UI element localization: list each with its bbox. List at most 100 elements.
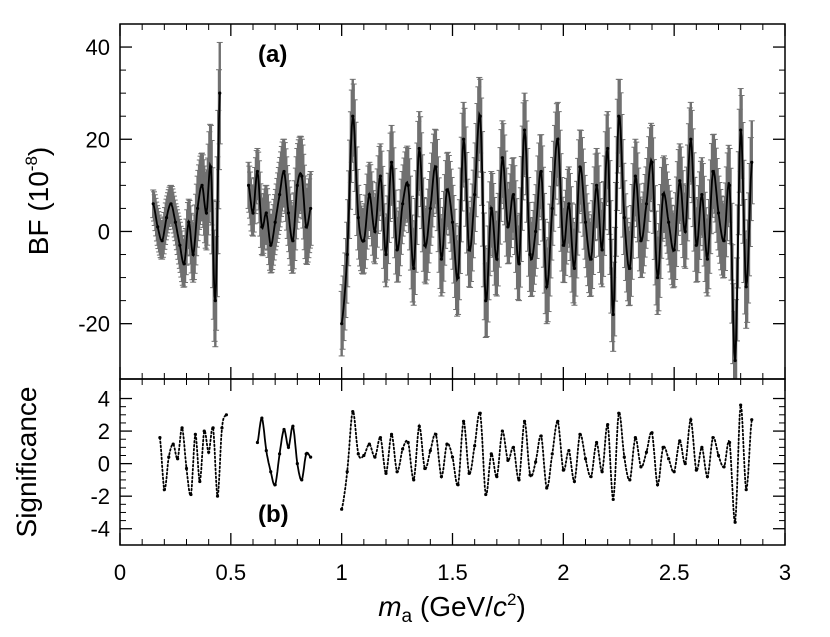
panel-a-y-axis-title: BF (10-8) xyxy=(22,147,54,255)
data-point xyxy=(739,403,743,407)
data-point xyxy=(461,137,466,141)
x-tick-label: 0 xyxy=(114,560,126,585)
data-point xyxy=(484,492,488,497)
data-point xyxy=(255,440,260,445)
data-point xyxy=(600,470,604,474)
data-point xyxy=(309,206,313,211)
panel-a-bf-plot: (a) BF (10-8) -20 0 20 40 xyxy=(22,23,786,380)
data-point xyxy=(362,453,366,458)
data-point xyxy=(611,497,615,502)
data-point xyxy=(395,248,399,252)
data-point xyxy=(362,239,366,243)
data-point xyxy=(162,488,166,492)
data-point xyxy=(556,137,560,141)
data-point xyxy=(193,432,197,436)
data-point xyxy=(423,243,427,247)
data-point xyxy=(158,435,162,440)
data-point xyxy=(628,478,632,482)
data-point xyxy=(655,275,660,280)
data-point xyxy=(198,479,202,484)
data-point xyxy=(534,229,538,234)
data-point xyxy=(528,473,532,477)
data-point xyxy=(356,452,360,456)
data-point xyxy=(246,183,251,187)
y-tick-label: 0 xyxy=(98,452,110,477)
data-point xyxy=(650,431,654,435)
data-point xyxy=(522,128,527,132)
data-point xyxy=(489,452,493,456)
data-point xyxy=(195,206,200,211)
data-point xyxy=(473,192,477,197)
data-point xyxy=(683,462,687,466)
data-point xyxy=(672,248,676,252)
panel-b-y-axis-title: Significance xyxy=(11,387,42,538)
y-tick-label: -2 xyxy=(90,484,110,509)
data-point xyxy=(583,220,588,224)
data-point xyxy=(655,483,660,487)
data-point xyxy=(384,252,388,257)
data-point xyxy=(572,479,577,484)
data-point xyxy=(522,419,527,423)
panel-a-label: (a) xyxy=(258,41,287,68)
data-point xyxy=(295,183,299,187)
data-point xyxy=(309,455,313,459)
data-point xyxy=(694,468,698,472)
data-point xyxy=(478,411,482,415)
data-point xyxy=(251,211,255,215)
data-point xyxy=(300,174,304,178)
data-point xyxy=(667,457,671,461)
data-point xyxy=(260,416,264,420)
data-point xyxy=(700,192,704,197)
data-point xyxy=(511,445,516,449)
data-point xyxy=(750,160,754,164)
data-point xyxy=(473,444,477,448)
y-tick-label: 20 xyxy=(86,127,110,152)
data-point xyxy=(545,285,549,289)
data-point xyxy=(506,458,510,462)
data-point xyxy=(678,439,682,443)
data-point xyxy=(561,243,565,247)
data-point xyxy=(639,239,643,243)
data-point xyxy=(705,475,710,479)
data-point xyxy=(456,275,460,280)
data-point xyxy=(606,146,610,151)
data-point xyxy=(534,460,538,464)
data-point xyxy=(445,442,449,446)
data-point xyxy=(683,229,687,234)
data-point xyxy=(495,257,499,261)
data-point xyxy=(171,442,175,446)
data-point xyxy=(500,429,504,433)
data-point xyxy=(672,470,676,474)
data-point xyxy=(345,470,349,474)
data-point xyxy=(589,475,593,479)
data-point xyxy=(689,137,693,141)
y-tick-label: -4 xyxy=(90,517,110,542)
y-tick-label: 2 xyxy=(98,419,110,444)
data-point xyxy=(218,91,222,95)
data-point xyxy=(633,174,637,178)
data-point xyxy=(291,239,295,243)
data-point xyxy=(286,211,291,215)
data-point xyxy=(578,432,582,436)
data-point xyxy=(589,257,593,261)
data-point xyxy=(401,202,405,206)
data-point xyxy=(467,248,471,252)
data-point xyxy=(406,440,410,445)
data-point xyxy=(255,169,260,174)
data-point xyxy=(345,252,349,257)
data-point xyxy=(511,192,516,197)
data-point xyxy=(412,266,416,270)
data-point xyxy=(667,220,671,224)
data-point xyxy=(478,114,482,118)
data-point xyxy=(209,165,213,169)
data-point xyxy=(750,418,754,422)
data-point xyxy=(423,466,427,471)
data-point xyxy=(689,418,693,422)
data-point xyxy=(594,440,599,445)
data-point xyxy=(622,455,626,459)
series-line xyxy=(340,404,753,523)
data-point xyxy=(191,252,195,257)
data-point xyxy=(384,471,388,475)
data-point xyxy=(661,445,665,449)
